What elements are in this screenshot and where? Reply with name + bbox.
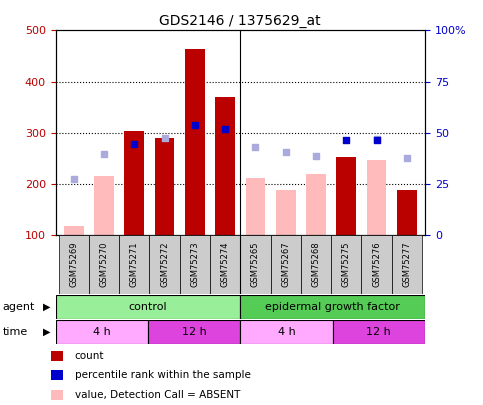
Text: GSM75272: GSM75272 — [160, 241, 169, 287]
Text: epidermal growth factor: epidermal growth factor — [265, 302, 400, 312]
Bar — [241, 235, 270, 294]
Point — [312, 152, 320, 159]
Text: GSM75267: GSM75267 — [281, 241, 290, 287]
Text: GSM75265: GSM75265 — [251, 241, 260, 287]
Text: GSM75275: GSM75275 — [342, 241, 351, 287]
Bar — [94, 176, 114, 235]
Bar — [306, 173, 326, 235]
Text: value, Detection Call = ABSENT: value, Detection Call = ABSENT — [75, 390, 240, 400]
Bar — [210, 235, 241, 294]
Bar — [58, 235, 89, 294]
Bar — [241, 295, 425, 319]
Bar — [56, 320, 148, 344]
Bar — [215, 97, 235, 235]
Bar — [367, 160, 386, 235]
Text: 12 h: 12 h — [367, 327, 391, 337]
Text: 4 h: 4 h — [93, 327, 111, 337]
Text: agent: agent — [2, 302, 35, 312]
Bar — [333, 320, 425, 344]
Bar — [125, 131, 144, 235]
Point — [403, 155, 411, 162]
Text: GSM75274: GSM75274 — [221, 241, 229, 287]
Text: count: count — [75, 351, 104, 361]
Point — [70, 175, 78, 182]
Bar — [397, 190, 417, 235]
Text: GSM75271: GSM75271 — [130, 241, 139, 287]
Bar — [245, 178, 265, 235]
Bar — [270, 235, 301, 294]
Text: control: control — [128, 302, 167, 312]
Text: GSM75269: GSM75269 — [69, 241, 78, 287]
Text: GSM75276: GSM75276 — [372, 241, 381, 287]
Point — [100, 151, 108, 158]
Bar — [119, 235, 149, 294]
Text: time: time — [2, 327, 28, 337]
Point — [373, 136, 381, 143]
Text: ▶: ▶ — [43, 327, 50, 337]
Point — [191, 122, 199, 128]
Point — [342, 136, 350, 143]
Point — [130, 141, 138, 147]
Bar — [301, 235, 331, 294]
Text: ▶: ▶ — [43, 302, 50, 312]
Point — [161, 134, 169, 141]
Point — [282, 148, 290, 155]
Bar — [56, 295, 241, 319]
Text: 12 h: 12 h — [182, 327, 206, 337]
Text: 4 h: 4 h — [278, 327, 295, 337]
Bar — [89, 235, 119, 294]
Text: GSM75273: GSM75273 — [190, 241, 199, 287]
Point — [221, 125, 229, 132]
Bar — [337, 157, 356, 235]
Text: GSM75268: GSM75268 — [312, 241, 321, 287]
Bar — [241, 320, 333, 344]
Text: percentile rank within the sample: percentile rank within the sample — [75, 371, 251, 380]
Bar — [276, 190, 296, 235]
Point — [252, 144, 259, 150]
Bar — [361, 235, 392, 294]
Bar — [392, 235, 422, 294]
Text: GSM75270: GSM75270 — [99, 241, 109, 287]
Bar — [155, 138, 174, 235]
Bar — [64, 226, 84, 235]
Bar — [149, 235, 180, 294]
Point — [373, 136, 381, 143]
Title: GDS2146 / 1375629_at: GDS2146 / 1375629_at — [159, 14, 321, 28]
Bar — [185, 49, 205, 235]
Bar — [148, 320, 241, 344]
Text: GSM75277: GSM75277 — [402, 241, 412, 287]
Bar — [180, 235, 210, 294]
Bar — [331, 235, 361, 294]
